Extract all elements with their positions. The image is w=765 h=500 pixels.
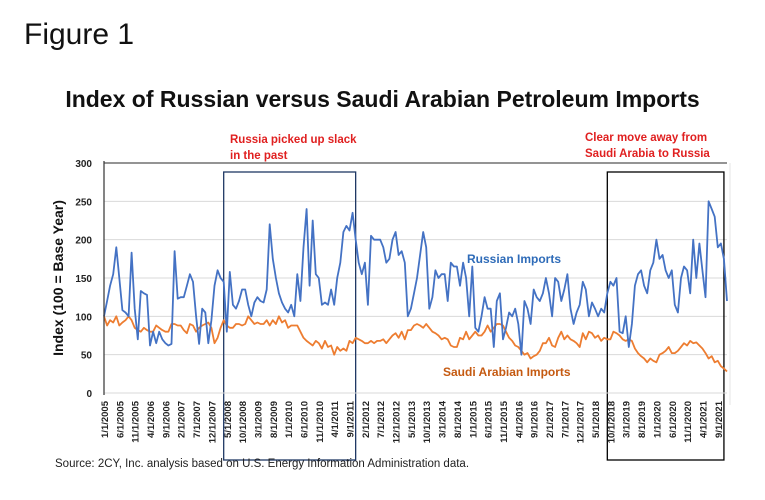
x-tick-label: 7/1/2012	[376, 401, 387, 438]
x-tick-label: 9/1/2021	[714, 400, 725, 438]
highlight-box	[223, 171, 357, 461]
y-tick-label: 250	[75, 197, 92, 208]
x-tick-label: 1/1/2015	[468, 400, 479, 438]
gridlines	[104, 162, 727, 356]
y-axis-label: Index (100 = Base Year)	[50, 200, 66, 356]
x-tick-label: 4/1/2021	[698, 400, 709, 438]
annotation-line: in the past	[230, 150, 288, 162]
x-tick-label: 3/1/2019	[622, 401, 633, 438]
x-tick-label: 1/1/2020	[652, 401, 663, 438]
annotation-line: Clear move away from	[585, 132, 708, 144]
x-tick-label: 5/1/2008	[223, 401, 234, 438]
x-tick-label: 3/1/2014	[438, 400, 449, 438]
x-tick-label: 11/1/2020	[683, 401, 694, 443]
series-line-saudi-arabian-imports	[103, 315, 728, 373]
x-tick-label: 2/1/2007	[177, 401, 188, 438]
series-lines	[103, 200, 728, 373]
series-label-saudi: Saudi Arabian Imports	[443, 365, 571, 379]
annotation-russia-slack: Russia picked up slack in the past	[230, 132, 357, 164]
y-tick-label: 200	[75, 236, 92, 247]
x-tick-label: 6/1/2005	[115, 400, 126, 438]
x-tick-label: 11/1/2015	[499, 400, 510, 442]
x-tick-label: 2/1/2017	[545, 401, 556, 438]
y-tick-label: 50	[81, 351, 93, 362]
y-tick-label: 0	[86, 389, 92, 400]
x-tick-label: 5/1/2018	[591, 401, 602, 438]
x-tick-label: 4/1/2011	[330, 400, 341, 437]
x-tick-label: 12/1/2012	[392, 401, 403, 443]
x-tick-label: 1/1/2010	[284, 401, 295, 438]
x-tick-label: 2/1/2012	[361, 401, 372, 438]
y-tick-label: 150	[75, 274, 92, 285]
y-tick-labels: 0 50 100 150 200 250 300	[75, 159, 92, 400]
series-line-russian-imports	[103, 200, 728, 356]
series-label-russian: Russian Imports	[467, 252, 561, 266]
x-tick-label: 6/1/2020	[668, 401, 679, 438]
x-tick-label: 9/1/2016	[530, 401, 541, 438]
x-tick-label: 6/1/2015	[484, 400, 495, 438]
x-tick-label: 9/1/2006	[161, 401, 172, 438]
x-tick-label: 10/1/2013	[422, 401, 433, 443]
x-tick-label: 8/1/2009	[269, 401, 280, 438]
x-tick-labels: 1/1/2005 6/1/2005 11/1/2005 4/1/2006 9/1/200…	[100, 400, 725, 443]
x-tick-label: 10/1/2018	[606, 401, 617, 443]
x-tick-label: 4/1/2016	[514, 401, 525, 438]
x-tick-label: 9/1/2011	[346, 400, 357, 437]
annotation-line: Saudi Arabia to Russia	[585, 148, 710, 160]
y-tick-label: 100	[75, 312, 92, 323]
x-tick-label: 8/1/2014	[453, 400, 464, 438]
x-tick-label: 11/1/2005	[131, 400, 142, 442]
chart-title: Index of Russian versus Saudi Arabian Pe…	[65, 86, 700, 112]
annotation-move-away: Clear move away from Saudi Arabia to Rus…	[585, 130, 710, 162]
highlight-boxes	[223, 171, 725, 461]
x-tick-label: 1/1/2005	[100, 400, 111, 438]
x-tick-label: 7/1/2017	[560, 401, 571, 438]
x-tick-label: 10/1/2008	[238, 401, 249, 443]
x-tick-label: 12/1/2007	[207, 401, 218, 443]
highlight-box	[606, 171, 725, 461]
x-tick-label: 7/1/2007	[192, 401, 203, 438]
x-tick-label: 5/1/2013	[407, 401, 418, 438]
x-tick-label: 4/1/2006	[146, 401, 157, 438]
x-tick-label: 12/1/2017	[576, 401, 587, 443]
figure-label: Figure 1	[24, 18, 135, 51]
annotation-line: Russia picked up slack	[230, 134, 357, 146]
source-note: Source: 2CY, Inc. analysis based on U.S.…	[55, 458, 470, 470]
x-tick-label: 8/1/2019	[637, 401, 648, 438]
axes	[103, 161, 731, 405]
x-tick-label: 3/1/2009	[253, 401, 264, 438]
y-tick-label: 300	[75, 159, 92, 170]
x-tick-label: 11/1/2010	[315, 401, 326, 443]
x-tick-label: 6/1/2010	[299, 401, 310, 438]
